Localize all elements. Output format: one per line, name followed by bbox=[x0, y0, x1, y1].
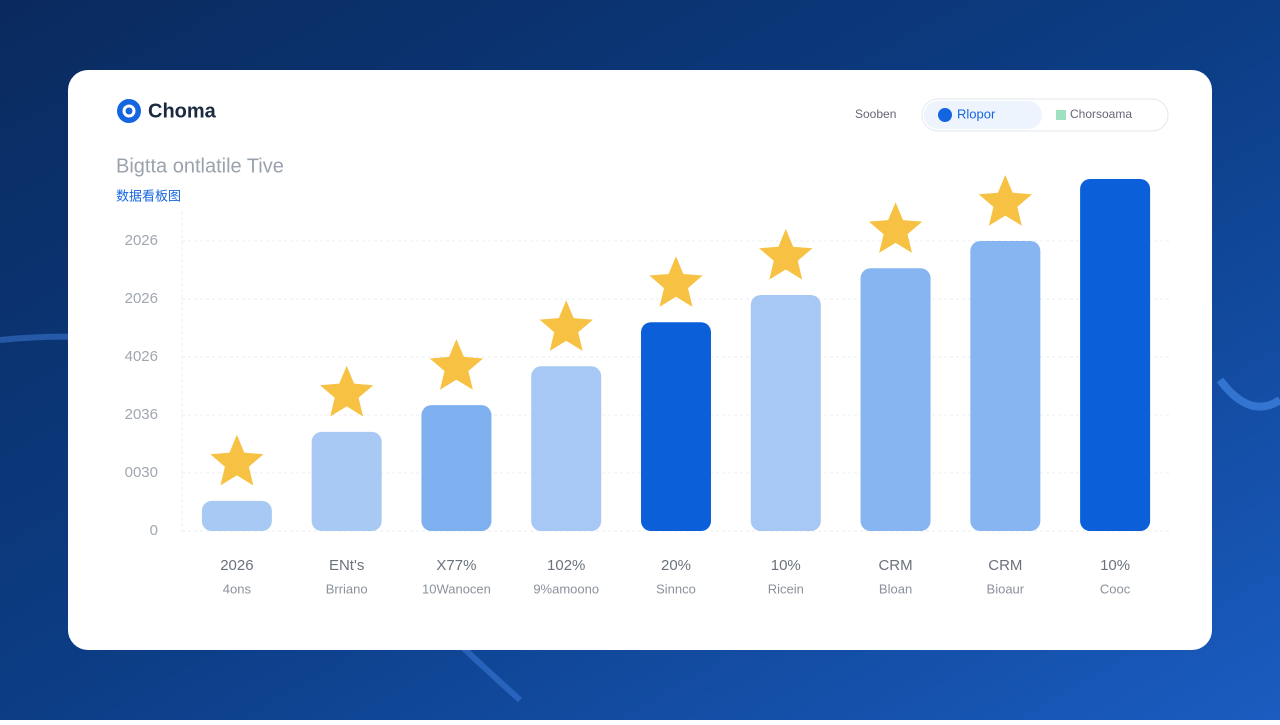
bar bbox=[311, 431, 382, 531]
x-tick-label: 2026 bbox=[220, 557, 253, 574]
logo-icon bbox=[122, 104, 136, 118]
y-tick-label: 2036 bbox=[125, 406, 158, 423]
x-sublabel: Bloan bbox=[879, 581, 912, 596]
x-sublabel: 9%amoono bbox=[533, 581, 599, 596]
star bbox=[320, 365, 374, 417]
tab-dot bbox=[938, 108, 952, 122]
bar bbox=[201, 500, 272, 531]
y-tick-label: 0030 bbox=[125, 464, 158, 481]
bar bbox=[750, 294, 821, 531]
x-tick-label: 10% bbox=[771, 557, 801, 574]
x-sublabel: Brriano bbox=[326, 581, 368, 596]
bar bbox=[860, 268, 931, 531]
x-sublabel: Cooc bbox=[1100, 581, 1131, 596]
x-tick-label: 10% bbox=[1100, 557, 1130, 574]
bar bbox=[641, 322, 711, 531]
y-tick-label: 4026 bbox=[125, 348, 158, 365]
x-tick-label: 20% bbox=[661, 557, 691, 574]
tab-active-bg bbox=[924, 101, 1042, 129]
bar bbox=[970, 241, 1041, 531]
decor bbox=[1216, 377, 1280, 411]
star bbox=[759, 228, 813, 280]
x-tick-label: CRM bbox=[988, 557, 1022, 574]
y-tick-label: 2026 bbox=[125, 290, 158, 307]
chart-title: Bigtta ontlatile Tive bbox=[116, 155, 284, 177]
bar bbox=[421, 405, 492, 531]
x-sublabel: 4ons bbox=[223, 581, 252, 596]
star bbox=[649, 256, 703, 307]
x-sublabel: 10Wanocen bbox=[422, 581, 491, 596]
x-sublabel: Bioaur bbox=[987, 581, 1025, 596]
y-tick-label: 2026 bbox=[125, 232, 158, 249]
tab[interactable]: Sooben bbox=[855, 107, 896, 121]
x-tick-label: 102% bbox=[547, 557, 585, 574]
star bbox=[429, 339, 484, 390]
star bbox=[978, 175, 1032, 226]
bar bbox=[1080, 178, 1151, 531]
x-sublabel: Sinnco bbox=[656, 581, 696, 596]
x-tick-label: X77% bbox=[436, 557, 476, 574]
logo: Choma bbox=[148, 100, 217, 122]
star bbox=[210, 434, 264, 486]
bar bbox=[531, 366, 602, 531]
tab[interactable]: Chorsoama bbox=[1070, 107, 1132, 121]
tab[interactable]: Rlopor bbox=[957, 106, 996, 121]
y-tick-label: 0 bbox=[150, 522, 158, 539]
x-tick-label: ENt's bbox=[329, 557, 364, 574]
star bbox=[868, 202, 923, 253]
x-tick-label: CRM bbox=[878, 557, 912, 574]
tab-icon bbox=[1056, 110, 1066, 120]
chart-subtitle: 数据看板图 bbox=[116, 188, 181, 203]
x-sublabel: Ricein bbox=[768, 581, 804, 596]
tab-group bbox=[921, 98, 1169, 132]
logo-icon bbox=[117, 99, 141, 123]
star bbox=[539, 300, 593, 351]
